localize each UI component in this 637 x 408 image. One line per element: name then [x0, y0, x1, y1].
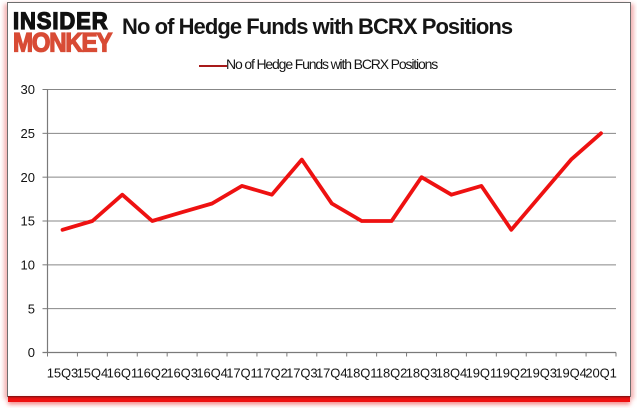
svg-text:18Q3: 18Q3 — [406, 365, 437, 380]
svg-text:16Q1: 16Q1 — [107, 365, 138, 380]
svg-text:15Q4: 15Q4 — [77, 365, 108, 380]
svg-text:19Q4: 19Q4 — [555, 365, 586, 380]
svg-text:25: 25 — [21, 126, 35, 141]
svg-text:17Q1: 17Q1 — [226, 365, 257, 380]
svg-text:15: 15 — [21, 214, 35, 229]
svg-text:16Q4: 16Q4 — [196, 365, 227, 380]
svg-text:10: 10 — [21, 258, 35, 273]
svg-text:5: 5 — [28, 301, 35, 316]
svg-text:30: 30 — [21, 82, 35, 97]
svg-text:20: 20 — [21, 170, 35, 185]
svg-text:18Q4: 18Q4 — [436, 365, 467, 380]
svg-text:20Q1: 20Q1 — [585, 365, 616, 380]
svg-text:16Q2: 16Q2 — [137, 365, 168, 380]
svg-text:0: 0 — [28, 345, 35, 360]
svg-text:15Q3: 15Q3 — [47, 365, 78, 380]
svg-text:17Q4: 17Q4 — [316, 365, 347, 380]
svg-text:19Q3: 19Q3 — [525, 365, 556, 380]
svg-text:17Q2: 17Q2 — [256, 365, 287, 380]
svg-text:16Q3: 16Q3 — [166, 365, 197, 380]
svg-text:17Q3: 17Q3 — [286, 365, 317, 380]
svg-text:18Q1: 18Q1 — [346, 365, 377, 380]
svg-text:18Q2: 18Q2 — [376, 365, 407, 380]
svg-text:19Q1: 19Q1 — [466, 365, 497, 380]
svg-text:19Q2: 19Q2 — [496, 365, 527, 380]
